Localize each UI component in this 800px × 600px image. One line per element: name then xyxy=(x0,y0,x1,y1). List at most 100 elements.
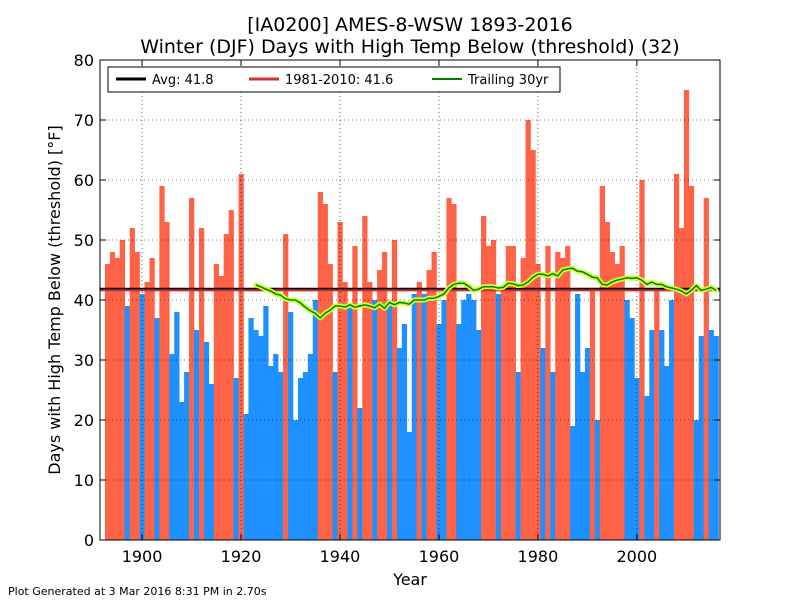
bar-1902 xyxy=(149,258,155,540)
bar-1919 xyxy=(233,378,239,540)
bar-1968 xyxy=(476,330,482,540)
bar-1928 xyxy=(278,372,284,540)
legend-label-climo: 1981-2010: 41.6 xyxy=(285,73,393,88)
bar-1962 xyxy=(446,198,452,540)
bar-1909 xyxy=(184,372,190,540)
bar-1905 xyxy=(164,222,170,540)
y-tick-label: 70 xyxy=(74,111,94,130)
chart-subtitle: Winter (DJF) Days with High Temp Below (… xyxy=(140,36,679,58)
bar-1918 xyxy=(228,210,234,540)
bar-2013 xyxy=(698,336,704,540)
bar-1911 xyxy=(194,330,200,540)
x-tick-label: 1980 xyxy=(518,547,559,566)
bar-1994 xyxy=(604,222,610,540)
bar-2010 xyxy=(683,90,690,540)
bar-1937 xyxy=(322,204,328,540)
bar-1938 xyxy=(327,264,333,540)
bar-1951 xyxy=(391,240,398,540)
bar-1926 xyxy=(268,366,274,540)
bar-2015 xyxy=(708,330,714,540)
bar-1980 xyxy=(535,264,541,540)
bar-1943 xyxy=(352,246,358,540)
bar-1896 xyxy=(119,240,126,540)
legend-label-trailing: Trailing 30yr xyxy=(467,73,549,88)
bar-2008 xyxy=(673,174,680,540)
bar-1965 xyxy=(461,300,467,540)
y-tick-label: 30 xyxy=(74,351,94,370)
bar-1907 xyxy=(174,312,180,540)
bar-1997 xyxy=(619,246,625,540)
bar-1947 xyxy=(372,300,378,540)
bar-1899 xyxy=(134,252,140,540)
bar-1906 xyxy=(169,354,175,540)
bar-1913 xyxy=(203,342,210,540)
bar-1989 xyxy=(579,372,586,540)
bar-1944 xyxy=(357,408,363,540)
bar-1910 xyxy=(189,198,195,540)
legend-box xyxy=(107,66,561,93)
bar-1970 xyxy=(485,246,492,540)
bar-1973 xyxy=(500,288,507,540)
bar-1897 xyxy=(124,306,130,540)
bar-1972 xyxy=(495,294,502,540)
legend: Avg: 41.8 1981-2010: 41.6 Trailing 30yr xyxy=(107,66,561,93)
bar-1963 xyxy=(451,204,457,540)
legend-label-avg: Avg: 41.8 xyxy=(152,73,214,88)
bar-1932 xyxy=(297,378,304,540)
bar-1981 xyxy=(540,348,546,540)
bar-2016 xyxy=(713,336,719,540)
bar-1948 xyxy=(377,270,383,540)
y-tick-label: 20 xyxy=(74,411,94,430)
bar-1993 xyxy=(599,186,606,540)
bar-2005 xyxy=(659,330,665,540)
bar-1893 xyxy=(104,264,111,540)
bar-1901 xyxy=(144,282,150,540)
bar-1988 xyxy=(575,294,581,540)
bar-1925 xyxy=(263,306,269,540)
y-tick-label: 10 xyxy=(74,471,94,490)
bar-1950 xyxy=(386,300,393,540)
x-tick-label: 2000 xyxy=(617,547,658,566)
bar-1894 xyxy=(109,252,116,540)
bar-2007 xyxy=(669,300,675,540)
footer-text: Plot Generated at 3 Mar 2016 8:31 PM in … xyxy=(8,585,267,598)
x-tick-label: 1940 xyxy=(320,547,361,566)
bar-2003 xyxy=(649,330,655,540)
x-tick-label: 1900 xyxy=(122,547,163,566)
bar-1969 xyxy=(481,216,487,540)
bar-1921 xyxy=(243,414,249,540)
y-axis-label: Days with High Temp Below (threshold) [°… xyxy=(45,125,64,474)
bar-1975 xyxy=(510,246,516,540)
bar-1953 xyxy=(401,324,408,540)
y-tick-label: 0 xyxy=(84,531,94,550)
bar-2014 xyxy=(703,198,709,540)
bar-1935 xyxy=(312,300,319,540)
bar-1931 xyxy=(292,420,299,540)
bar-1904 xyxy=(159,186,165,540)
bar-2006 xyxy=(664,366,670,540)
bar-1958 xyxy=(426,270,432,540)
bar-1949 xyxy=(382,252,388,540)
bar-1984 xyxy=(555,252,561,540)
bar-1915 xyxy=(213,264,220,540)
bar-2000 xyxy=(634,378,640,540)
bar-1898 xyxy=(129,228,135,540)
bar-1991 xyxy=(589,288,596,540)
bar-1999 xyxy=(629,318,635,540)
ticks: 0 10 20 30 40 50 60 70 80 1900 1920 1940 1960 1980 200… xyxy=(74,51,720,566)
bar-1959 xyxy=(431,252,437,540)
bar-1922 xyxy=(248,318,254,540)
bar-1985 xyxy=(560,258,566,540)
bar-1974 xyxy=(505,246,511,540)
bar-1996 xyxy=(614,264,620,540)
bar-1987 xyxy=(570,426,576,540)
bar-2004 xyxy=(654,288,660,540)
bar-1930 xyxy=(288,312,294,540)
y-tick-label: 80 xyxy=(74,51,94,70)
y-tick-label: 60 xyxy=(74,171,94,190)
bar-2011 xyxy=(688,186,695,540)
bar-1955 xyxy=(411,294,417,540)
grid xyxy=(100,60,720,540)
bar-1978 xyxy=(525,120,531,540)
bar-1916 xyxy=(218,276,224,540)
